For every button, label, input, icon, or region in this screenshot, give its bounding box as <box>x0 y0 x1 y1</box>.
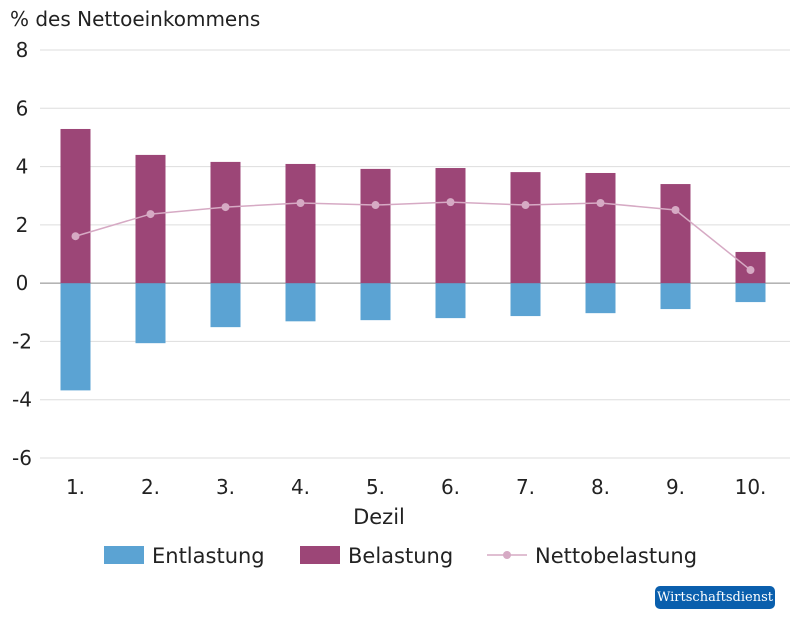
point-nettobelastung <box>371 201 380 210</box>
legend-swatch-belastung <box>300 546 340 564</box>
x-tick-label: 3. <box>216 475 235 499</box>
legend-swatch-entlastung <box>104 546 144 564</box>
line-nettobelastung <box>75 201 751 271</box>
bar-entlastung <box>735 283 766 303</box>
bar-entlastung <box>135 283 166 344</box>
bar-entlastung <box>60 283 91 391</box>
bar-entlastung <box>360 283 391 321</box>
point-nettobelastung <box>521 201 530 210</box>
point-nettobelastung <box>746 266 755 275</box>
bar-belastung <box>585 172 616 284</box>
point-nettobelastung <box>71 232 80 241</box>
x-tick-label: 10. <box>735 475 767 499</box>
legend-label-entlastung: Entlastung <box>152 544 265 568</box>
point-nettobelastung <box>221 203 230 212</box>
point-nettobelastung <box>146 210 155 219</box>
y-tick-label: 0 <box>16 271 29 295</box>
bar-entlastung <box>435 283 466 319</box>
bar-entlastung <box>285 283 316 322</box>
x-tick-label: 7. <box>516 475 535 499</box>
bar-entlastung <box>510 283 541 317</box>
wirtschaftsdienst-logo: Wirtschaftsdienst <box>655 586 775 609</box>
point-nettobelastung <box>446 198 455 207</box>
y-axis-title: % des Nettoeinkommens <box>10 7 260 31</box>
x-tick-label: 1. <box>66 475 85 499</box>
x-axis-title: Dezil <box>353 505 405 529</box>
y-tick-label: -2 <box>12 329 32 353</box>
point-nettobelastung <box>596 199 605 207</box>
y-tick-label: -6 <box>12 446 32 470</box>
bar-belastung <box>135 154 166 284</box>
y-tick-label: 2 <box>16 213 29 237</box>
bar-belastung <box>660 184 691 284</box>
x-tick-label: 8. <box>591 475 610 499</box>
y-tick-label: -4 <box>12 388 32 412</box>
y-tick-label: 4 <box>16 155 29 179</box>
bar-entlastung <box>660 283 691 310</box>
bar-entlastung <box>585 283 616 314</box>
point-nettobelastung <box>671 205 680 214</box>
legend-marker-nettobelastung <box>503 551 511 559</box>
legend-label-nettobelastung: Nettobelastung <box>535 544 697 568</box>
x-tick-label: 9. <box>666 475 685 499</box>
y-tick-label: 8 <box>16 38 29 62</box>
x-tick-label: 6. <box>441 475 460 499</box>
x-tick-label: 5. <box>366 475 385 499</box>
legend-label-belastung: Belastung <box>348 544 453 568</box>
bar-belastung <box>210 161 241 284</box>
x-tick-label: 4. <box>291 475 310 499</box>
bar-belastung <box>510 172 541 284</box>
bar-belastung <box>60 128 91 284</box>
point-nettobelastung <box>296 199 305 207</box>
bar-belastung <box>285 163 316 284</box>
bar-belastung <box>435 168 466 284</box>
y-tick-label: 6 <box>16 96 29 120</box>
bar-belastung <box>360 168 391 284</box>
bar-entlastung <box>210 283 241 328</box>
x-tick-label: 2. <box>141 475 160 499</box>
